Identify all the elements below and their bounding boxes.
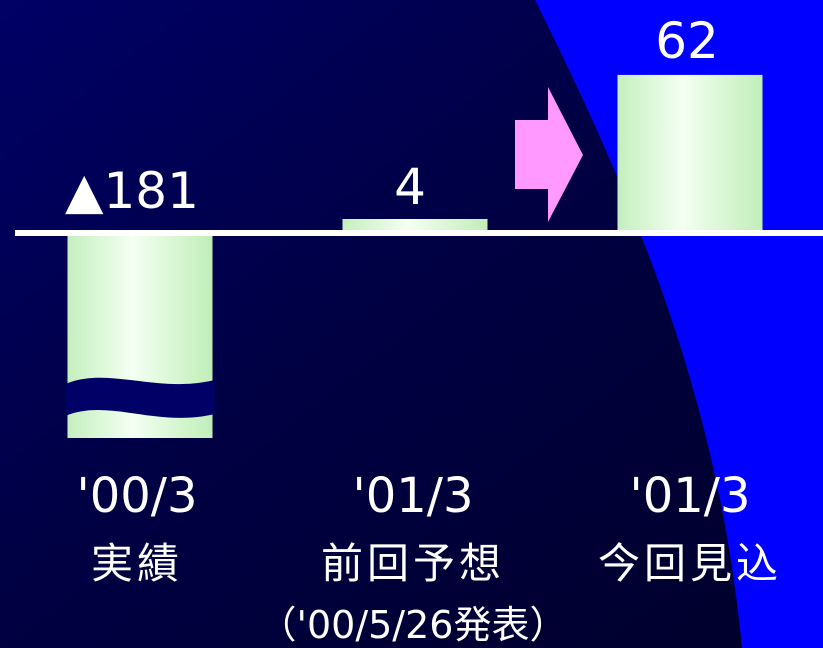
category-top-0: '00/3 [77, 468, 198, 524]
category-bottom-2: 今回見込 [598, 539, 782, 588]
bar-2 [617, 74, 763, 234]
value-label-1: 4 [394, 158, 426, 216]
value-label-0: ▲181 [65, 162, 199, 220]
category-bottom-0: 実績 [91, 539, 183, 588]
category-top-1: '01/3 [353, 468, 474, 524]
category-top-2: '01/3 [630, 468, 751, 524]
arrow-right-icon [515, 87, 583, 222]
bars-group [65, 74, 763, 438]
axis-break-band [65, 377, 215, 418]
bar-1 [342, 219, 488, 233]
announcement-note: （'00/5/26発表） [259, 603, 568, 647]
category-bottom-1: 前回予想 [321, 539, 505, 588]
value-label-2: 62 [655, 12, 719, 70]
